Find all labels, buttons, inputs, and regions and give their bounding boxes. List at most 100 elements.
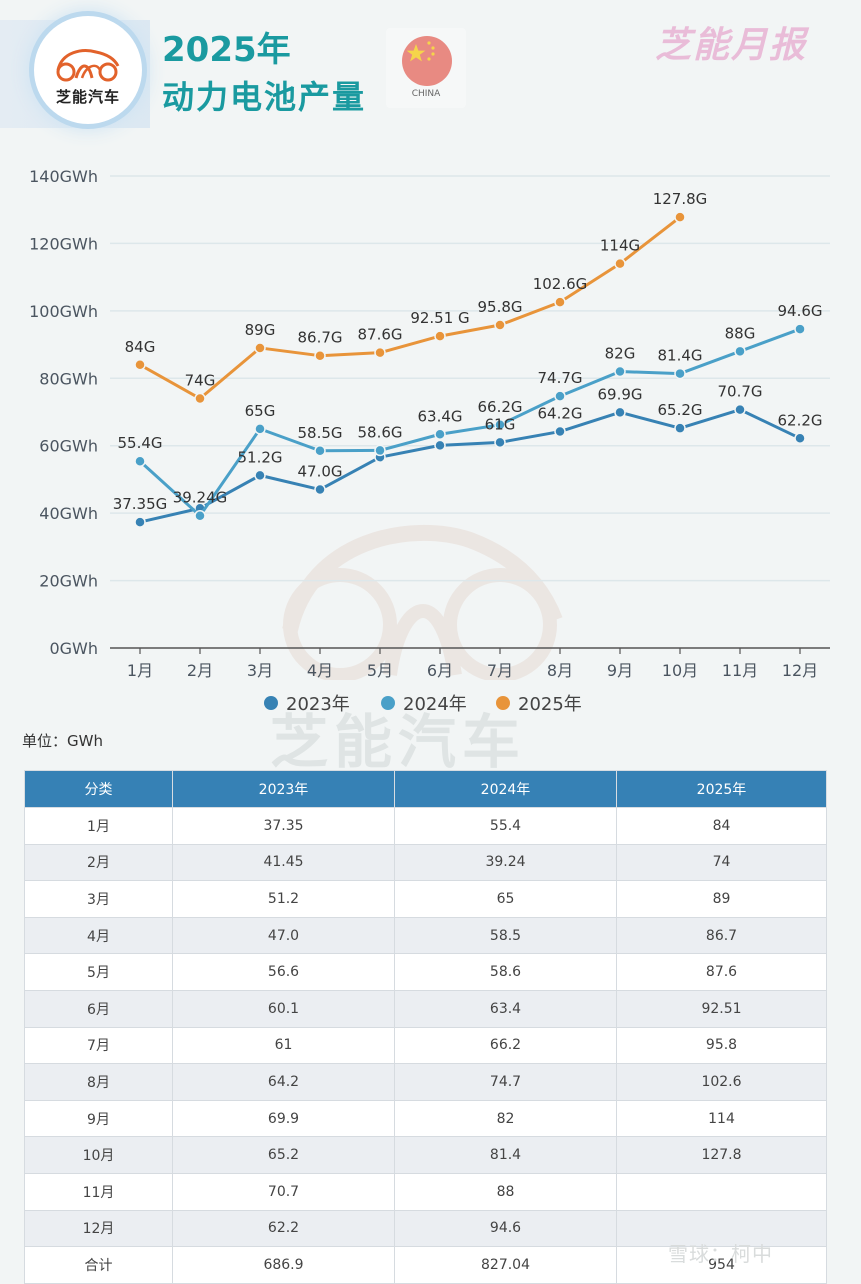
table-cell: 88	[394, 1172, 617, 1211]
table-row-label: 12月	[24, 1209, 173, 1248]
data-label: 84G	[125, 338, 156, 356]
table-cell: 58.6	[394, 953, 617, 991]
data-point	[674, 211, 686, 223]
series-line-2024年	[138, 327, 801, 518]
table-header-cell: 2024年	[394, 770, 617, 808]
table-row-label: 5月	[24, 953, 173, 991]
table-cell: 82	[394, 1099, 617, 1138]
y-tick-label: 100GWh	[29, 302, 98, 321]
table-cell: 87.6	[616, 953, 827, 991]
axes: 0GWh 20GWh 40GWh 60GWh 80GWh 100GWh 120GWh 140G…	[29, 167, 830, 680]
table-row: 10月 65.2 81.4 127.8	[24, 1136, 827, 1174]
table-row-label: 合计	[24, 1246, 173, 1284]
series-line-2025年	[139, 215, 681, 401]
table-cell: 81.4	[394, 1136, 617, 1174]
table-header-cell: 分类	[24, 770, 173, 808]
data-point	[554, 390, 566, 402]
data-point	[194, 509, 206, 522]
legend-label: 2024年	[403, 694, 467, 715]
data-point	[134, 359, 146, 371]
table-cell: 55.4	[394, 807, 617, 845]
data-point	[194, 392, 206, 405]
x-tick-label: 2月	[187, 661, 213, 680]
table-row: 5月 56.6 58.6 87.6	[24, 953, 827, 991]
data-point	[734, 345, 746, 358]
table-cell: 89	[616, 880, 827, 918]
x-tick-label: 6月	[427, 661, 453, 680]
legend-label: 2023年	[286, 694, 350, 715]
legend-item-2025[interactable]: 2025年	[496, 690, 582, 716]
table-cell: 74	[616, 843, 827, 882]
data-point	[614, 406, 626, 419]
data-label: 55.4G	[117, 434, 162, 452]
table-row: 4月 47.0 58.5 86.7	[24, 916, 827, 955]
x-tick-label: 7月	[487, 661, 513, 680]
data-point	[254, 342, 266, 354]
table-row: 7月 61 66.2 95.8	[24, 1026, 827, 1065]
data-label: 39.24G	[173, 489, 228, 507]
data-point	[674, 367, 686, 380]
table-cell: 56.6	[172, 953, 395, 991]
data-point	[314, 349, 326, 362]
data-label: 89G	[245, 321, 276, 339]
data-label: 47.0G	[297, 463, 342, 481]
table-cell: 114	[616, 1099, 827, 1138]
table-row-label: 2月	[24, 843, 173, 882]
y-tick-label: 80GWh	[39, 369, 98, 388]
data-point	[554, 296, 566, 308]
watermark-text: 芝能汽车	[270, 708, 527, 776]
table-cell: 102.6	[616, 1063, 827, 1101]
table-row: 12月 62.2 94.6	[24, 1209, 827, 1248]
legend-dot-icon	[381, 696, 395, 710]
data-label: 37.35G	[113, 495, 168, 513]
data-labels: 37.35G 51.2G 47.0G 61G 64.2G 69.9G 65.2G 70.7G 6…	[113, 190, 823, 513]
legend-item-2024[interactable]: 2024年	[381, 690, 467, 716]
table-cell: 65.2	[172, 1136, 395, 1174]
data-point	[374, 444, 386, 457]
data-label: 82G	[605, 345, 636, 363]
data-point	[254, 423, 266, 435]
data-label: 127.8G	[653, 190, 708, 208]
y-tick-label: 140GWh	[29, 167, 98, 186]
table-cell: 64.2	[172, 1063, 395, 1101]
data-label: 95.8G	[477, 298, 522, 316]
table-cell: 954	[616, 1246, 827, 1284]
data-table: 分类 2023年 2024年 2025年 1月 37.35 55.4 84 2月 41.4…	[24, 770, 827, 1284]
data-label: 65G	[245, 402, 276, 420]
table-cell: 70.7	[172, 1172, 395, 1211]
table-cell: 94.6	[394, 1209, 617, 1248]
flag-card: CHINA	[386, 28, 466, 108]
credit-watermark: 雪球：柯中	[668, 1242, 773, 1266]
table-cell: 58.5	[394, 916, 617, 955]
table-row-label: 4月	[24, 916, 173, 955]
table-cell: 62.2	[172, 1209, 395, 1248]
data-point	[614, 257, 626, 270]
table-row-label: 8月	[24, 1063, 173, 1101]
x-tick-label: 9月	[607, 661, 633, 680]
data-label: 69.9G	[597, 385, 642, 403]
data-label: 61G	[485, 415, 516, 433]
table-cell: 41.45	[172, 843, 395, 882]
table-cell: 86.7	[616, 916, 827, 955]
table-row-label: 9月	[24, 1099, 173, 1138]
series	[134, 211, 806, 528]
table-row: 9月 69.9 82 114	[24, 1099, 827, 1138]
table-cell: 95.8	[616, 1026, 827, 1065]
x-tick-label: 12月	[782, 661, 818, 680]
data-point	[494, 419, 506, 431]
data-point	[554, 425, 566, 438]
chart-legend: 2023年 2024年 2025年	[0, 690, 861, 716]
table-row: 11月 70.7 88	[24, 1172, 827, 1211]
table-row: 3月 51.2 65 89	[24, 880, 827, 918]
table-cell: 127.8	[616, 1136, 827, 1174]
x-tick-label: 11月	[722, 661, 758, 680]
x-tick-label: 10月	[662, 661, 698, 680]
table-cell: 63.4	[394, 989, 617, 1028]
y-tick-label: 60GWh	[39, 437, 98, 456]
legend-item-2023[interactable]: 2023年	[264, 690, 350, 716]
logo: 芝能汽车	[34, 16, 142, 124]
data-point	[734, 403, 746, 416]
page-title: 动力电池产量	[162, 78, 367, 116]
line-chart: 0GWh 20GWh 40GWh 60GWh 80GWh 100GWh 120GWh 140G…	[29, 167, 830, 680]
data-point	[614, 365, 626, 378]
